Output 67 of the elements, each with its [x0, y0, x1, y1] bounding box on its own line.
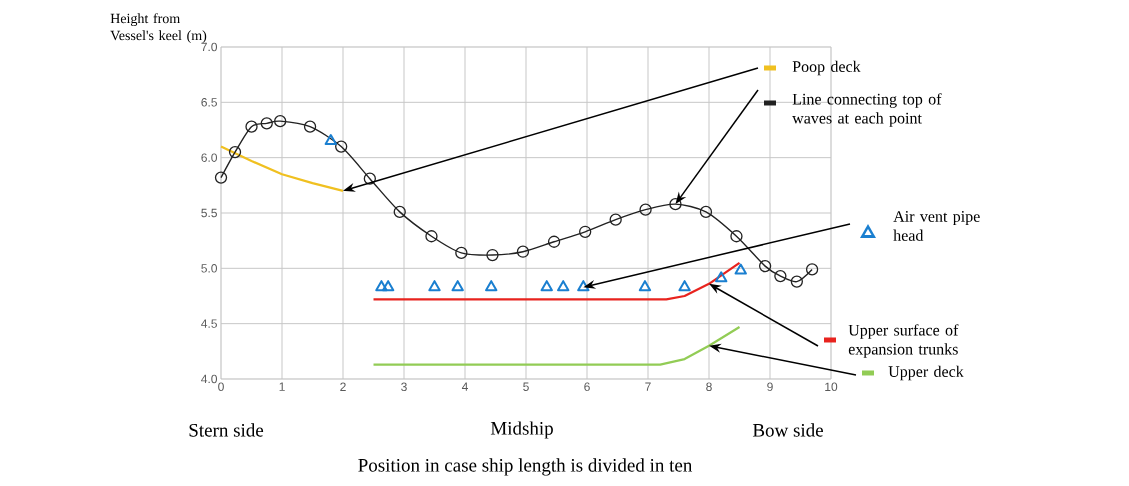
point — [455, 246, 468, 259]
text: Midship — [490, 421, 553, 439]
x-tick-label: 2 — [340, 382, 346, 391]
point — [516, 245, 530, 258]
legend-label: Upper deck — [888, 365, 964, 381]
point — [557, 280, 570, 292]
x-tick-label: 4 — [461, 382, 468, 391]
text: Stern side — [189, 423, 264, 437]
x-tick-label: 3 — [401, 382, 407, 392]
point — [381, 280, 395, 292]
point — [547, 235, 561, 248]
point — [577, 280, 590, 292]
legend-label: Air vent pipe head — [893, 211, 980, 241]
x-tick-label: 8 — [706, 382, 712, 392]
y-tick-label: 7.0 — [201, 42, 218, 52]
line-series — [372, 261, 741, 301]
point — [805, 263, 819, 276]
point — [715, 271, 728, 283]
legend-label: Line connecting top of waves at each point — [792, 93, 942, 127]
y-tick-label: 6.5 — [201, 98, 217, 107]
point — [540, 280, 553, 292]
x-axis-title: Position in case ship length is divided in ten — [358, 458, 693, 476]
point — [609, 213, 622, 226]
point — [486, 248, 499, 262]
x-tick-label: 9 — [767, 382, 773, 392]
x-tick-label: 10 — [825, 382, 838, 392]
point — [375, 280, 388, 292]
point — [485, 280, 498, 292]
point — [214, 171, 228, 184]
y-tick-label: 4.5 — [201, 319, 217, 328]
point — [425, 230, 438, 243]
point — [790, 275, 803, 288]
x-tick-label: 7 — [645, 382, 651, 391]
point — [639, 203, 652, 216]
point — [335, 140, 348, 153]
y-axis-title: Height from Vessel's keel (m) — [110, 13, 207, 44]
legend-label: Poop deck — [792, 60, 861, 76]
point — [451, 280, 464, 292]
point — [363, 172, 376, 185]
x-tick-label: 0 — [218, 382, 224, 392]
legend-label: Upper surface of expansion trunks — [848, 324, 959, 358]
point — [669, 197, 682, 211]
point — [324, 134, 338, 146]
line-series — [372, 325, 741, 366]
point — [678, 280, 691, 292]
text: Bow side — [752, 423, 823, 437]
x-tick-label: 5 — [523, 382, 529, 391]
point — [774, 269, 787, 283]
point — [303, 120, 317, 133]
point — [730, 230, 743, 243]
point — [260, 117, 273, 130]
y-tick-label: 5.0 — [201, 264, 218, 273]
point — [579, 225, 592, 238]
point — [428, 280, 441, 292]
point — [734, 263, 747, 275]
point — [245, 120, 258, 133]
point — [699, 205, 713, 219]
point — [638, 280, 652, 292]
point — [758, 259, 772, 273]
point — [228, 145, 242, 159]
y-tick-label: 4.0 — [201, 374, 218, 384]
y-tick-label: 5.5 — [201, 208, 217, 218]
point — [274, 114, 287, 128]
x-tick-label: 1 — [279, 382, 285, 391]
y-tick-label: 6.0 — [201, 153, 218, 162]
x-tick-label: 6 — [584, 382, 590, 392]
point — [393, 205, 406, 219]
